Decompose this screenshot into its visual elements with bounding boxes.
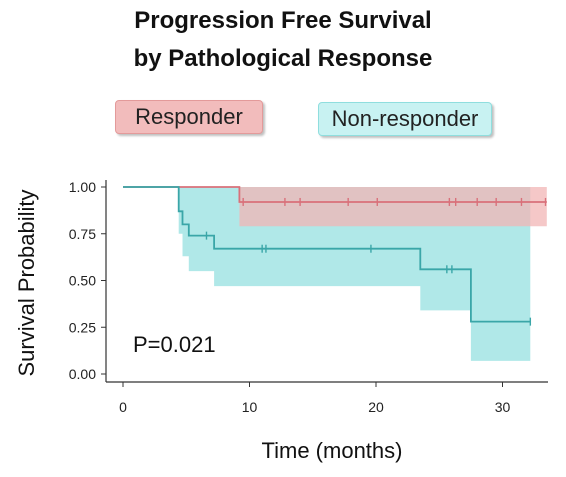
x-tick-label: 0: [119, 399, 127, 415]
legend-non-responder: Non-responder: [318, 102, 492, 136]
responder-survival-line: [123, 186, 547, 203]
x-tick-label: 20: [368, 399, 384, 415]
chart-title-line2: by Pathological Response: [133, 45, 433, 72]
legend-responder: Responder: [115, 100, 263, 134]
non-responder-ci-band: [123, 187, 531, 361]
non-responder-survival-line: [123, 186, 531, 323]
y-tick-label: 1.00: [69, 179, 96, 195]
x-axis-title: Time (months): [262, 438, 403, 463]
y-tick-label: 0.50: [69, 273, 96, 289]
p-value-annotation: P=0.021: [133, 332, 216, 357]
x-tick-label: 30: [495, 399, 511, 415]
chart-title-line1: Progression Free Survival: [134, 7, 432, 34]
x-tick-label: 10: [242, 399, 258, 415]
y-axis-title: Survival Probability: [14, 189, 39, 376]
y-tick-label: 0.00: [69, 366, 96, 382]
y-tick-label: 0.25: [69, 319, 96, 335]
y-tick-label: 0.75: [69, 226, 96, 242]
responder-ci-band: [123, 187, 547, 227]
